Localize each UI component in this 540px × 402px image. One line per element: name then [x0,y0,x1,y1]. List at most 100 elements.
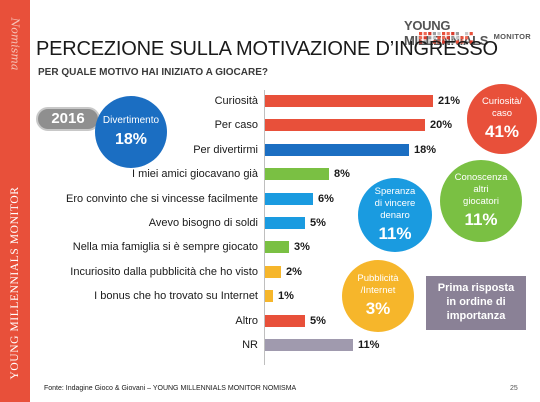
circle-label: altri [473,184,489,195]
circle-conoscenza: Conoscenza altri giocatori 11% [440,160,522,242]
circle-label: giocatori [463,196,499,207]
logo-dot [442,36,446,40]
logo-dot [460,40,464,44]
circle-value: 18% [114,131,148,148]
logo-dot [465,32,469,36]
bar [265,339,353,351]
logo-dot [446,32,450,36]
bar [265,290,273,303]
category-label: Per caso [214,119,258,132]
circle-label: /Internet [360,285,396,296]
bar [265,265,281,278]
category-label: I miei amici giocavano già [132,168,258,181]
logo-dot [419,32,423,36]
circle-divertimento: Divertimento 18% [95,96,167,168]
category-label: Incuriosito dalla pubblicità che ho vist… [70,265,258,278]
value-label: 2% [286,265,302,278]
logo-dot [446,40,450,44]
logo-dot [451,40,455,44]
logo-dot [442,32,446,36]
logo-dot [432,40,436,44]
circle-label: Conoscenza [454,172,508,183]
circle-label: Speranza [374,186,416,197]
value-label: 6% [318,192,334,205]
bar [265,143,409,156]
logo-dot [465,36,469,40]
logo-dot [446,36,450,40]
circle-label: Pubblicità [357,273,399,284]
logo-dot [432,32,436,36]
logo-dot [455,32,459,36]
note-line: importanza [446,310,506,322]
logo-dot [428,36,432,40]
logo-dot [428,40,432,44]
bar [265,241,289,254]
chart-axis-line [264,90,265,365]
value-label: 5% [310,314,326,327]
logo-dot [432,36,436,40]
category-label: Curiosità [214,95,258,107]
value-label: 8% [334,168,350,181]
logo-dot [469,40,473,44]
category-label: Altro [235,314,258,327]
value-label: 1% [278,290,294,303]
bar [265,217,305,229]
page-subtitle: PER QUALE MOTIVO HAI INIZIATO A GIOCARE? [38,67,269,78]
value-label: 11% [358,339,380,351]
note-line: Prima risposta [437,282,515,294]
value-label: 18% [414,143,437,156]
bar [265,168,329,181]
source-note: Fonte: Indagine Gioco & Giovani – YOUNG … [44,385,297,392]
logo-dot [423,32,427,36]
logo-dot [442,40,446,44]
category-label: Per divertirmi [193,143,258,156]
logo-dot [455,36,459,40]
circle-label: Divertimento [102,115,160,126]
category-label: Avevo bisogno di soldi [148,217,258,229]
value-label: 5% [310,217,326,229]
logo-dot [428,32,432,36]
circle-speranza: Speranza di vincere denaro 11% [358,178,432,252]
circle-label: di vincere [374,198,416,209]
logo-dot [455,40,459,44]
circle-label: denaro [380,210,410,221]
category-label: Ero convinto che si vincesse facilmente [66,192,258,205]
bar [265,192,313,205]
page-title: PERCEZIONE SULLA MOTIVAZIONE D’INGRESSO [36,38,498,60]
value-label: 3% [294,241,310,254]
category-label: NR [242,339,258,351]
circle-curiosita-caso: Curiosità/ caso 41% [467,84,537,154]
logo-dot [419,36,423,40]
note-box: Prima risposta in ordine di importanza [426,276,526,330]
logo-dot [451,32,455,36]
logo-dot [423,40,427,44]
page-number: 25 [510,385,518,392]
circle-pubblicita: Pubblicità /Internet 3% [342,260,414,332]
value-label: 21% [438,95,461,107]
circle-label: caso [491,108,513,119]
bar [265,95,433,107]
circle-value: 41% [484,122,520,141]
bar [265,314,305,327]
logo-dot [469,32,473,36]
logo-dots-icon [419,32,473,44]
logo-dot [423,36,427,40]
logo-dot [437,36,441,40]
logo-dot [437,32,441,36]
logo-dot [460,36,464,40]
side-brand-strip [0,0,30,402]
circle-value: 11% [378,224,412,243]
circle-label: Curiosità/ [481,96,523,107]
logo-dot [451,36,455,40]
category-label: I bonus che ho trovato su Internet [94,290,258,303]
logo-dot [419,40,423,44]
circle-value: 11% [464,210,498,229]
note-line: in ordine di [446,296,506,308]
value-label: 20% [430,119,453,132]
bar [265,119,425,132]
logo-line2: MONITOR [493,32,531,41]
circle-value: 3% [365,299,391,318]
logo-dot [437,40,441,44]
category-label: Nella mia famiglia si è sempre giocato [72,241,258,254]
